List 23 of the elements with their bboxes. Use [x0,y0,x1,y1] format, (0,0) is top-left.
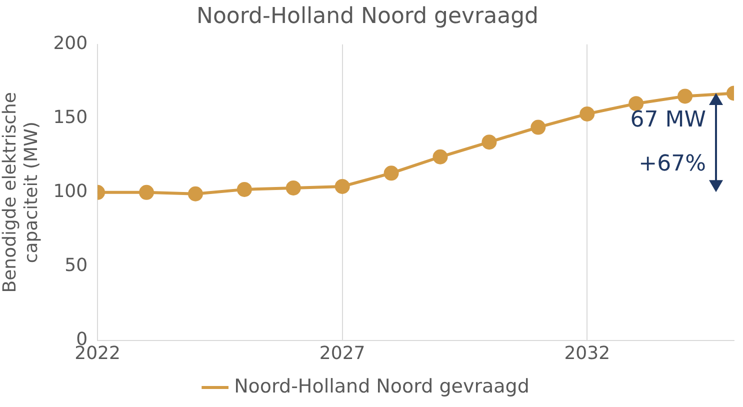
x-tick-label: 2032 [564,342,610,364]
point [384,166,399,181]
y-axis-title: Benodigde elektrische capaciteit (MW) [0,92,42,293]
point [580,106,595,122]
point [286,180,301,196]
point [432,149,448,164]
y-tick-label: 150 [53,107,88,128]
point [236,182,252,197]
point [139,184,154,200]
chart-title: Noord-Holland Noord gevraagd [196,4,538,29]
annotation: +67% [638,152,706,177]
legend-label: Noord-Holland Noord gevraagd [234,375,530,398]
point [334,178,350,194]
y-tick-label: 50 [64,255,88,276]
point [188,186,203,202]
y-tick-label: 100 [53,181,88,202]
point [482,134,497,150]
point [678,88,693,104]
point [628,96,644,112]
y-tick-label: 200 [53,33,88,54]
point [530,120,546,135]
annotation: 67 MW [630,108,706,133]
x-tick-label: 2027 [319,342,366,364]
